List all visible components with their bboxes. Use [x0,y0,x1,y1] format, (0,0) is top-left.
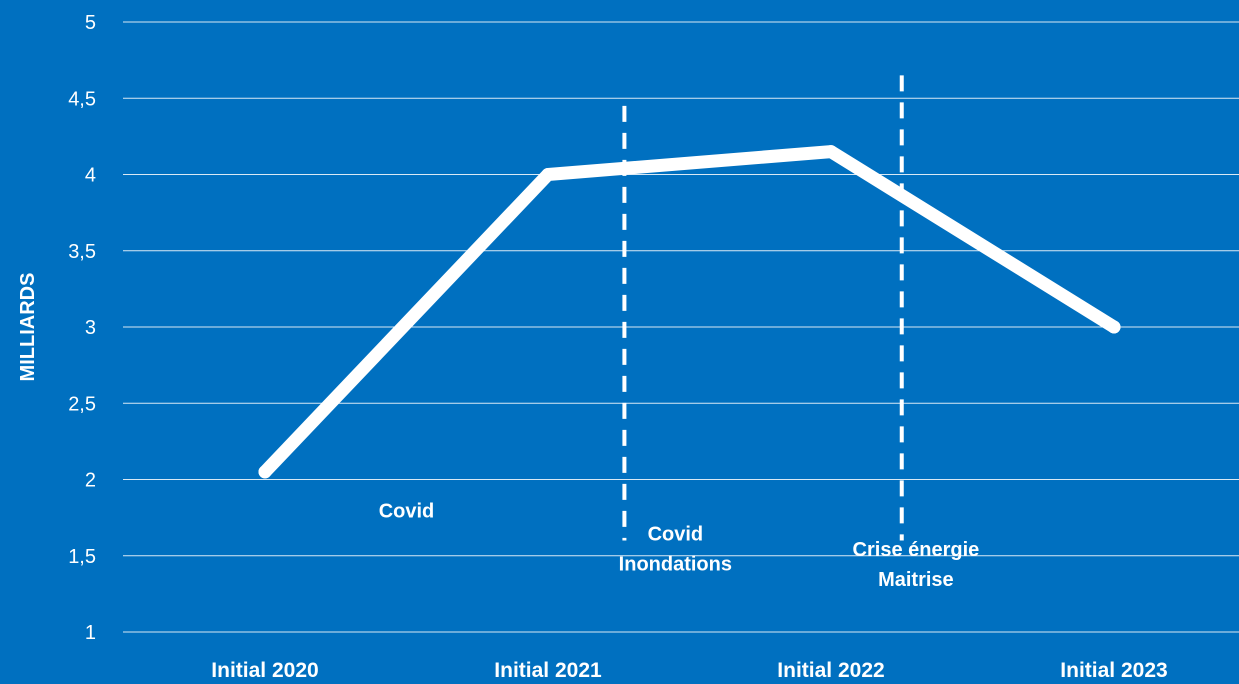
y-tick-label-1: 1,5 [68,546,96,568]
y-tick-label-8: 5 [85,12,96,34]
data-point-3 [1107,320,1121,334]
x-tick-label-0: Initial 2020 [211,659,318,682]
y-axis-label: MILLIARDS [17,273,39,382]
x-tick-label-3: Initial 2023 [1060,659,1167,682]
reference-lines [622,75,904,541]
data-point-2 [824,145,838,159]
x-tick-label-1: Initial 2021 [494,659,602,682]
y-tick-label-4: 3 [85,317,96,339]
y-tick-label-3: 2,5 [68,393,96,415]
annotation-0-line-0: Covid [379,501,435,523]
series-line-0 [258,145,1121,479]
annotation-1-line-0: Covid [648,524,704,546]
y-tick-label-5: 3,5 [68,241,96,263]
data-point-0 [258,465,272,479]
x-tick-labels: Initial 2020 Initial 2021 Initial 2022 Init… [211,659,1167,682]
gridlines [123,21,1239,633]
y-tick-label-0: 1 [85,622,96,644]
annotation-2-line-0: Crise énergie [853,539,980,561]
data-point-1 [541,168,555,181]
series-group [258,145,1121,479]
y-tick-label-7: 4,5 [68,88,96,110]
annotation-2-line-1: Maitrise [878,569,954,591]
y-tick-label-6: 4 [85,165,96,187]
annotation-1-line-1: Inondations [619,554,732,576]
x-tick-label-2: Initial 2022 [777,659,884,682]
y-tick-labels: 1 1,5 2 2,5 3 3,5 4 4,5 5 [68,12,96,644]
y-tick-label-2: 2 [85,470,96,492]
annotations: Covid Covid Inondations Crise énergie Maitri… [379,501,980,591]
